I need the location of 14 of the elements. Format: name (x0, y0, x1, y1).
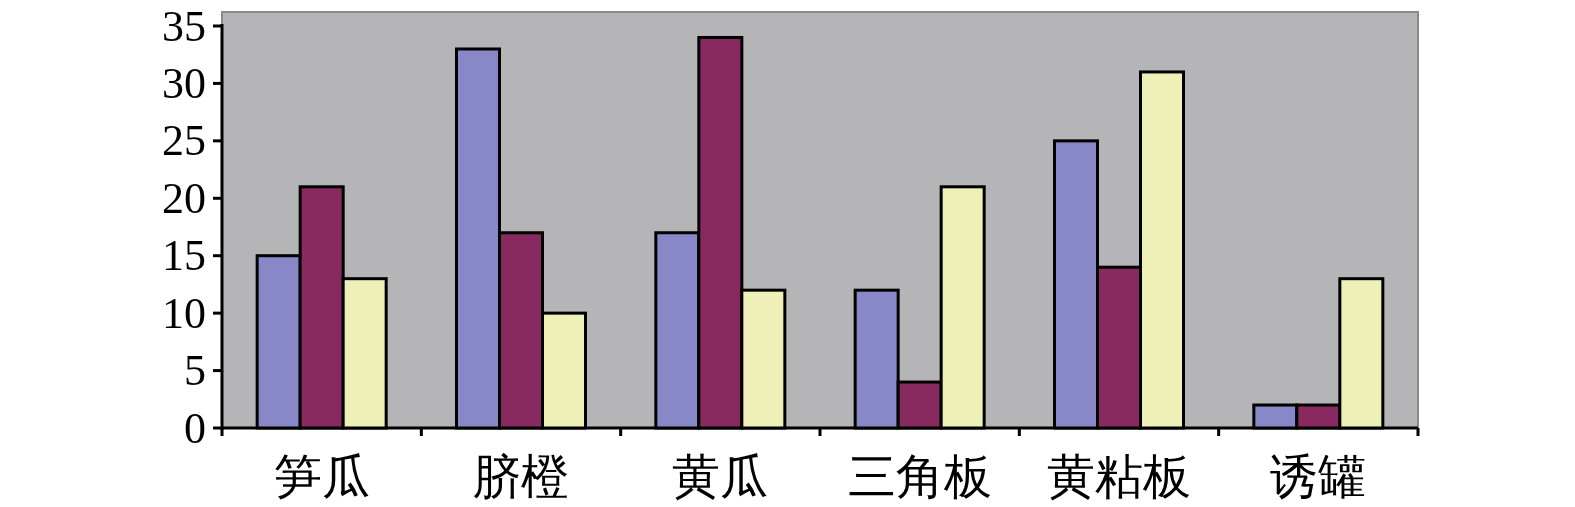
y-tick-label: 25 (162, 116, 206, 166)
x-tick-label: 笋瓜 (273, 449, 370, 503)
y-tick-label: 10 (162, 288, 206, 338)
x-tick-label: 黄粘板 (1047, 449, 1191, 503)
y-tick-label: 15 (162, 231, 206, 281)
x-tick-label: 三角板 (847, 449, 992, 503)
x-tick-label: 脐橙 (473, 449, 569, 503)
x-tick-label: 黄瓜 (672, 449, 769, 503)
y-tick-label: 5 (184, 346, 206, 396)
y-tick-label: 0 (184, 403, 206, 453)
y-tick-label: 35 (162, 1, 206, 51)
x-tick-label: 诱罐 (1270, 449, 1367, 503)
y-tick-label: 30 (162, 58, 206, 108)
y-tick-label: 20 (162, 173, 206, 223)
